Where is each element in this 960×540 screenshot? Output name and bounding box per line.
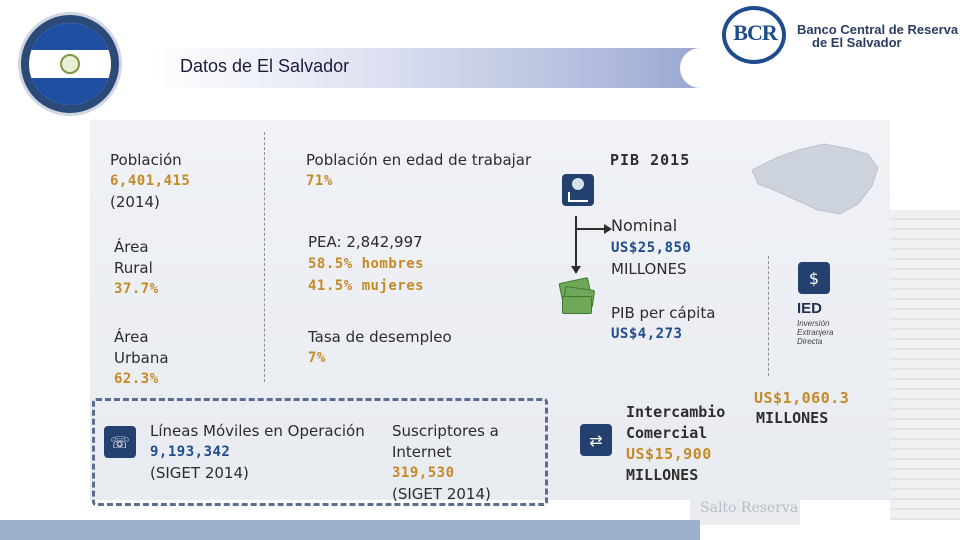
intercambio-unit: MILLONES xyxy=(626,466,699,484)
pib-nominal-label: Nominal xyxy=(611,216,678,235)
pea-mujeres: 41.5% mujeres xyxy=(308,278,425,294)
page-title: Datos de El Salvador xyxy=(180,56,350,76)
flow-arrow-down-icon xyxy=(571,266,581,274)
cash-icon xyxy=(558,276,598,316)
desempleo-label: Tasa de desempleo xyxy=(308,328,452,346)
flow-arrow-horizontal xyxy=(575,228,607,230)
el-salvador-map-icon xyxy=(751,143,879,215)
area-urbana-label-2: Urbana xyxy=(114,349,169,367)
globe-exchange-icon: ⇄ xyxy=(580,424,612,456)
edad-trabajar-value: 71% xyxy=(306,173,333,189)
bcr-logo-text: BCR xyxy=(733,20,777,45)
pib-percapita-value: US$4,273 xyxy=(611,326,683,342)
ied-divider xyxy=(768,256,769,376)
area-rural-value: 37.7% xyxy=(114,281,159,297)
ied-badge: IED xyxy=(797,300,823,317)
pib-title: PIB 2015 xyxy=(610,151,691,169)
flow-arrow-right-icon xyxy=(604,224,612,234)
internet-source: (SIGET 2014) xyxy=(392,485,491,503)
internet-value: 319,530 xyxy=(392,465,455,481)
area-rural-label-1: Área xyxy=(114,238,149,256)
intercambio-label-2: Comercial xyxy=(626,424,708,442)
lineas-moviles-source: (SIGET 2014) xyxy=(150,464,249,482)
el-salvador-flag-icon xyxy=(18,12,122,116)
bank-name-line1: Banco Central de Reserva xyxy=(797,22,959,37)
background-sign-text: Salto Reserva xyxy=(700,500,799,516)
lineas-moviles-value: 9,193,342 xyxy=(150,444,231,460)
intercambio-label-1: Intercambio xyxy=(626,403,726,421)
pib-nominal-value: US$25,850 xyxy=(611,240,692,256)
internet-label-2: Internet xyxy=(392,443,452,461)
pea-label: PEA: 2,842,997 xyxy=(308,233,423,251)
internet-label-1: Suscriptores a xyxy=(392,422,499,440)
main-panel xyxy=(90,120,890,500)
edad-trabajar-label: Población en edad de trabajar xyxy=(306,151,532,169)
ied-desc-2: Extranjera xyxy=(797,328,834,337)
pea-hombres: 58.5% hombres xyxy=(308,256,425,272)
mobile-phone-icon: ☏ xyxy=(104,426,136,458)
poblacion-year: (2014) xyxy=(110,193,160,211)
poblacion-label: Población xyxy=(110,151,182,169)
column-divider xyxy=(264,132,265,382)
bottom-bar xyxy=(0,520,700,540)
background-building xyxy=(890,210,960,520)
pib-percapita-label: PIB per cápita xyxy=(611,304,716,322)
intercambio-value: US$15,900 xyxy=(626,445,712,463)
background-sign xyxy=(690,495,800,525)
ied-desc-1: Inversión xyxy=(797,319,830,328)
money-growth-icon xyxy=(562,174,594,206)
ied-unit: MILLONES xyxy=(756,409,829,427)
area-rural-label-2: Rural xyxy=(114,259,153,277)
ied-value: US$1,060.3 xyxy=(754,389,850,407)
title-banner xyxy=(150,48,704,88)
bcr-logo-icon xyxy=(722,6,786,64)
telecom-box xyxy=(92,398,548,506)
pib-nominal-unit: MILLONES xyxy=(611,260,687,278)
bank-name-line2: de El Salvador xyxy=(812,35,902,50)
lineas-moviles-label: Líneas Móviles en Operación xyxy=(150,422,365,440)
desempleo-value: 7% xyxy=(308,350,326,366)
poblacion-value: 6,401,415 xyxy=(110,173,191,189)
area-urbana-label-1: Área xyxy=(114,328,149,346)
ied-desc-3: Directa xyxy=(797,337,823,346)
flow-arrow-vertical xyxy=(575,216,577,268)
calculator-icon: $ xyxy=(798,262,830,294)
area-urbana-value: 62.3% xyxy=(114,371,159,387)
